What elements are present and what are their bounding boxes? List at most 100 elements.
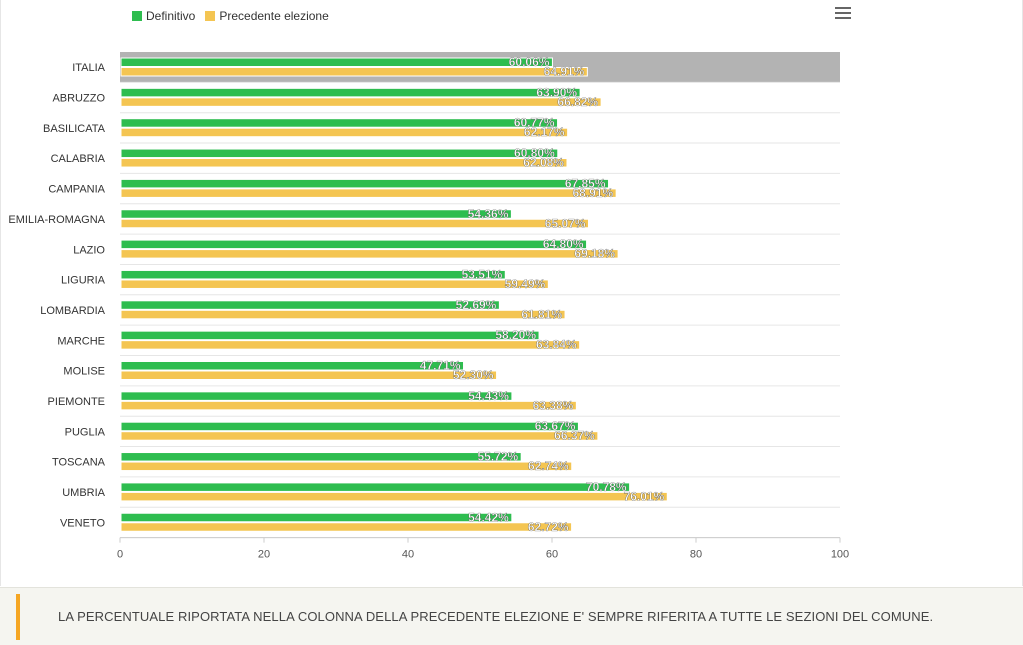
- bar-chart: 0 20 40 60 80 100 ITALIA 60.06%64.91% ABRUZZO 63.…: [8, 52, 849, 561]
- bar-precedente: [120, 340, 581, 350]
- category-label: MARCHE: [57, 335, 105, 347]
- bar-precedente: [120, 400, 577, 411]
- bar-precedente: [120, 67, 588, 77]
- category-label: CALABRIA: [51, 153, 106, 165]
- category-label: UMBRIA: [62, 487, 105, 499]
- legend-swatch-definitivo: [132, 11, 142, 21]
- bar-definitivo: [120, 452, 522, 462]
- bar-precedente: [120, 370, 498, 380]
- data-label-definitivo: 60.80%: [514, 146, 555, 160]
- bar-definitivo: [120, 269, 506, 280]
- bar-precedente: [120, 218, 590, 229]
- data-label-definitivo: 60.06%: [509, 55, 550, 69]
- data-label-definitivo: 52.69%: [456, 298, 497, 312]
- hamburger-menu-icon[interactable]: [835, 7, 851, 19]
- data-label-precedente: 76.01%: [624, 489, 665, 503]
- bar-precedente: [120, 188, 617, 198]
- bar-definitivo: [120, 421, 579, 432]
- data-label-definitivo: 63.90%: [536, 85, 577, 99]
- legend-label-definitivo: Definitivo: [146, 9, 196, 23]
- bar-definitivo: [120, 87, 581, 98]
- legend-label-precedente: Precedente elezione: [219, 9, 329, 23]
- bar-precedente: [120, 491, 668, 502]
- bar-definitivo: [120, 482, 631, 492]
- data-label-precedente: 68.91%: [572, 186, 613, 200]
- chart-legend: Definitivo Precedente elezione: [132, 9, 339, 23]
- data-label-precedente: 62.72%: [528, 520, 569, 534]
- legend-item-definitivo[interactable]: Definitivo: [132, 9, 195, 23]
- bar-definitivo: [120, 330, 540, 341]
- bar-precedente: [120, 461, 573, 472]
- menu-line: [835, 12, 851, 14]
- data-label-precedente: 66.82%: [557, 95, 598, 109]
- category-label: CAMPANIA: [48, 184, 105, 196]
- bar-precedente: [120, 249, 619, 259]
- note-panel: LA PERCENTUALE RIPORTATA NELLA COLONNA D…: [0, 587, 1023, 645]
- data-label-precedente: 52.30%: [453, 368, 494, 382]
- data-label-precedente: 59.49%: [505, 277, 546, 291]
- category-label: PIEMONTE: [48, 396, 105, 408]
- x-tick-label: 80: [690, 549, 702, 561]
- data-label-definitivo: 54.36%: [468, 207, 509, 221]
- data-label-precedente: 69.18%: [574, 247, 615, 261]
- bar-definitivo: [120, 391, 513, 401]
- bar-definitivo: [120, 300, 500, 310]
- data-label-definitivo: 55.72%: [477, 450, 518, 464]
- data-label-precedente: 64.91%: [544, 65, 585, 79]
- data-label-precedente: 63.84%: [536, 338, 577, 352]
- data-label-precedente: 65.07%: [545, 216, 586, 230]
- data-label-definitivo: 53.51%: [462, 267, 503, 281]
- category-label: VENETO: [60, 517, 105, 529]
- category-label: LIGURIA: [61, 275, 106, 287]
- data-label-precedente: 61.81%: [521, 307, 562, 321]
- category-label: EMILIA-ROMAGNA: [8, 214, 105, 226]
- data-label-precedente: 66.37%: [554, 429, 595, 443]
- category-label: BASILICATA: [43, 123, 106, 135]
- bar-definitivo: [120, 209, 512, 219]
- data-label-definitivo: 64.80%: [543, 237, 584, 251]
- menu-line: [835, 7, 851, 9]
- bar-definitivo: [120, 57, 553, 67]
- bar-precedente: [120, 431, 599, 441]
- category-label: PUGLIA: [65, 426, 106, 438]
- bar-precedente: [120, 309, 566, 320]
- category-label: MOLISE: [63, 366, 105, 378]
- bar-precedente: [120, 279, 549, 289]
- data-label-definitivo: 63.67%: [535, 419, 576, 433]
- data-label-definitivo: 67.85%: [565, 176, 606, 190]
- bar-precedente: [120, 522, 573, 532]
- bar-precedente: [120, 127, 569, 138]
- note-text: LA PERCENTUALE RIPORTATA NELLA COLONNA D…: [58, 609, 934, 624]
- note-accent-bar: [16, 594, 20, 640]
- data-label-definitivo: 58.20%: [495, 328, 536, 342]
- data-label-precedente: 62.08%: [523, 156, 564, 170]
- data-label-precedente: 62.74%: [528, 459, 569, 473]
- data-label-definitivo: 54.43%: [468, 389, 509, 403]
- data-label-precedente: 62.17%: [524, 125, 565, 139]
- data-label-definitivo: 47.71%: [420, 359, 461, 373]
- bar-definitivo: [120, 178, 610, 189]
- menu-line: [835, 17, 851, 19]
- bar-definitivo: [120, 361, 465, 371]
- x-tick-label: 20: [258, 549, 270, 561]
- data-label-definitivo: 60.77%: [514, 116, 555, 130]
- data-label-definitivo: 70.78%: [586, 480, 627, 494]
- bar-precedente: [120, 97, 602, 107]
- bar-definitivo: [120, 512, 513, 523]
- bar-definitivo: [120, 239, 588, 250]
- category-label: LOMBARDIA: [40, 305, 105, 317]
- category-label: ABRUZZO: [52, 93, 105, 105]
- legend-item-precedente[interactable]: Precedente elezione: [205, 9, 329, 23]
- chart-container: Definitivo Precedente elezione 0 20 40 60 80…: [0, 0, 1023, 586]
- x-tick-label: 100: [831, 549, 849, 561]
- legend-swatch-precedente: [205, 11, 216, 21]
- x-tick-label: 40: [402, 549, 414, 561]
- category-label: TOSCANA: [52, 457, 106, 469]
- x-tick-label: 0: [117, 549, 123, 561]
- bar-definitivo: [120, 148, 559, 159]
- bar-precedente: [120, 158, 568, 168]
- x-tick-label: 60: [546, 549, 558, 561]
- bar-definitivo: [120, 118, 559, 128]
- category-label: LAZIO: [73, 244, 105, 256]
- category-label: ITALIA: [72, 62, 105, 74]
